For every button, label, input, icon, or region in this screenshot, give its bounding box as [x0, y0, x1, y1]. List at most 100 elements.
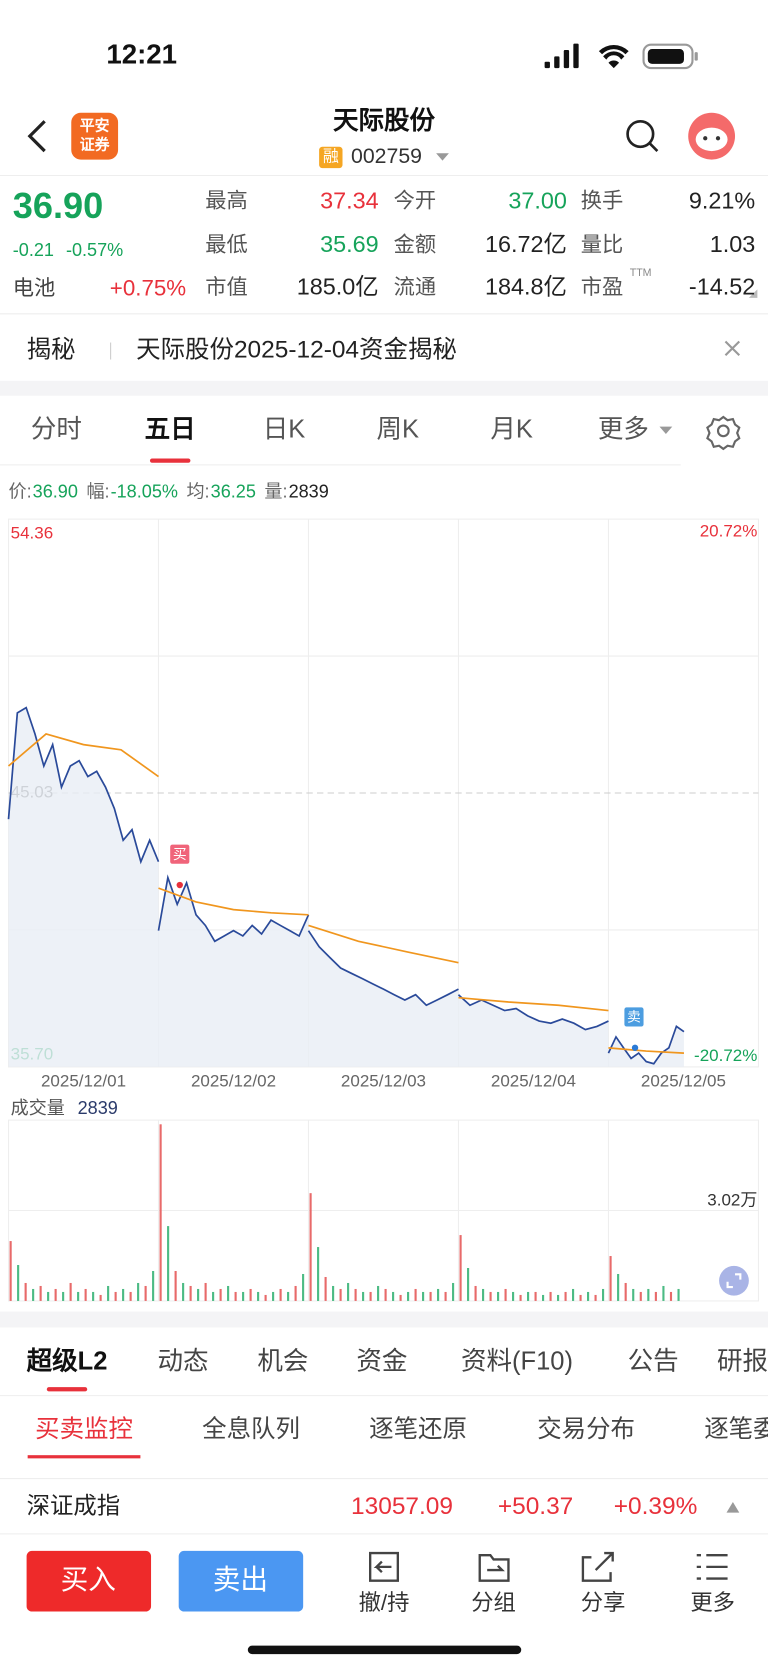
volume-bar	[362, 1291, 365, 1301]
volume-bar	[302, 1273, 305, 1301]
expand-button[interactable]	[719, 1265, 749, 1296]
volume-bar	[324, 1276, 327, 1301]
volume-bar	[437, 1288, 440, 1301]
detail-tab[interactable]: 动态	[157, 1347, 208, 1375]
action-label[interactable]: 撤/持	[359, 1590, 410, 1615]
volume-bar	[677, 1288, 680, 1301]
detail-tab[interactable]: 超级L2	[27, 1346, 108, 1375]
price-area	[458, 994, 609, 1067]
chart-tab[interactable]: 五日	[145, 416, 196, 444]
info-value: 36.90	[33, 481, 78, 501]
index-change-pct: +0.39%	[614, 1493, 698, 1520]
action-label[interactable]: 分组	[471, 1590, 516, 1615]
back-button[interactable]	[27, 120, 46, 153]
volume-bar	[624, 1282, 627, 1301]
volume-bar	[39, 1285, 42, 1301]
volume-bar	[182, 1282, 185, 1301]
info-label: 均:	[186, 481, 209, 501]
detail-tab[interactable]: 资料(F10)	[461, 1347, 573, 1375]
index-value: 13057.09	[351, 1493, 453, 1520]
sell-label[interactable]: 卖出	[213, 1564, 268, 1595]
volume-bar	[444, 1291, 447, 1301]
chart-tab[interactable]: 日K	[263, 416, 306, 444]
field-value: 16.72亿	[485, 231, 567, 257]
close-button[interactable]	[724, 340, 741, 357]
price-line	[607, 1025, 685, 1065]
volume-bar	[407, 1291, 410, 1301]
volume-bar	[257, 1291, 260, 1301]
volume-bar	[474, 1285, 477, 1301]
search-button[interactable]	[626, 119, 659, 153]
sub-tab[interactable]: 全息队列	[202, 1415, 300, 1443]
avg-line	[458, 996, 609, 1012]
action-label[interactable]: 分享	[581, 1590, 626, 1615]
y-tick-label: 54.36	[11, 524, 54, 543]
change: -0.21	[13, 240, 54, 260]
volume-bar	[572, 1288, 575, 1301]
volume-bar	[549, 1291, 552, 1301]
x-tick-label: 2025/12/02	[191, 1071, 276, 1090]
volume-bar	[489, 1291, 492, 1301]
home-indicator	[247, 1645, 522, 1655]
volume-bar	[399, 1294, 402, 1301]
code-dropdown[interactable]	[436, 153, 449, 161]
volume-bar	[422, 1291, 425, 1301]
field-label: 市盈	[581, 275, 624, 299]
x-tick-label: 2025/12/04	[491, 1071, 576, 1090]
volume-bar	[534, 1291, 537, 1301]
volume-bar	[354, 1288, 357, 1301]
volume-bar	[234, 1291, 237, 1301]
field-value: 9.21%	[689, 187, 755, 213]
sub-tab[interactable]: 逐笔还原	[369, 1415, 467, 1443]
buy-button[interactable]	[26, 1550, 152, 1612]
volume-bar	[129, 1291, 132, 1301]
logo-text: 证券	[80, 136, 111, 154]
corner-mark	[748, 289, 758, 298]
chart-tab[interactable]: 周K	[377, 416, 420, 444]
sell-button[interactable]	[178, 1550, 304, 1612]
volume-bar	[332, 1285, 335, 1301]
chart-tab[interactable]: 更多	[598, 416, 649, 444]
field-sup: TTM	[630, 267, 652, 279]
badge-bg	[319, 146, 343, 169]
sub-tab[interactable]: 逐笔委托	[704, 1415, 768, 1443]
tab-indicator	[46, 1387, 88, 1392]
action-label[interactable]: 更多	[690, 1590, 735, 1615]
volume-bar	[527, 1291, 530, 1301]
avatar[interactable]	[688, 112, 736, 160]
sell-dot	[631, 1044, 639, 1051]
dropdown-arrow[interactable]	[659, 426, 673, 435]
expand-arrow[interactable]	[726, 1501, 740, 1513]
tab-indicator	[27, 1455, 141, 1459]
volume-bar	[174, 1270, 177, 1301]
detail-tab[interactable]: 公告	[628, 1347, 679, 1375]
detail-tab[interactable]: 机会	[257, 1347, 308, 1375]
chart-tab[interactable]: 分时	[31, 416, 82, 444]
detail-tab[interactable]: 资金	[356, 1347, 407, 1375]
banner-text[interactable]: 天际股份2025-12-04资金揭秘	[136, 336, 457, 364]
chart-tab[interactable]: 月K	[490, 416, 533, 444]
volume-bar	[564, 1291, 567, 1301]
volume-bar	[429, 1291, 432, 1301]
price-area	[608, 1026, 684, 1067]
volume-bar	[579, 1294, 582, 1301]
change-pct: -0.57%	[66, 240, 123, 260]
field-value: 1.03	[710, 231, 756, 257]
avg-line	[7, 733, 159, 778]
volume-bar	[602, 1288, 605, 1301]
volume-bar	[609, 1256, 612, 1301]
volume-bar	[107, 1285, 110, 1301]
info-label: 价:	[9, 481, 32, 501]
sell-marker-label: 卖	[627, 1009, 641, 1025]
volume-bar	[249, 1288, 252, 1301]
detail-tab[interactable]: 研报	[717, 1347, 768, 1375]
volume-bar	[587, 1291, 590, 1301]
volume-bar	[167, 1226, 170, 1301]
volume-bar	[227, 1285, 230, 1301]
settings-button[interactable]	[706, 415, 741, 451]
sub-tab[interactable]: 买卖监控	[35, 1415, 133, 1443]
buy-label[interactable]: 买入	[61, 1564, 116, 1595]
field-value: 37.34	[320, 187, 379, 213]
sub-tab[interactable]: 交易分布	[537, 1415, 635, 1443]
x-tick-label: 2025/12/01	[41, 1071, 126, 1090]
